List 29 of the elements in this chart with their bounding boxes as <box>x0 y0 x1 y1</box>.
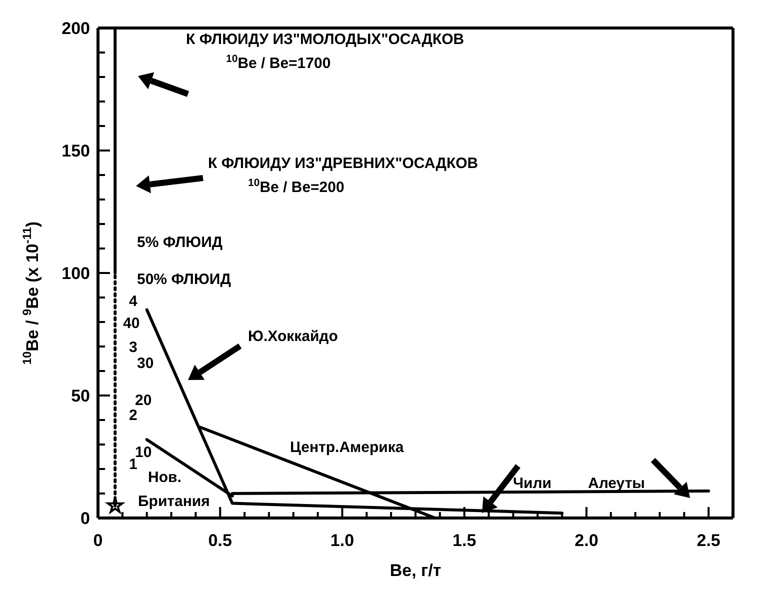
annotation: 40 <box>123 315 140 332</box>
y-tick-label: 50 <box>71 386 90 406</box>
y-tick-label: 150 <box>62 142 90 160</box>
annotation: 1 <box>129 456 138 473</box>
annotation: Ю.Хоккайдо <box>248 328 338 345</box>
x-axis-title: Be, г/т <box>390 561 442 580</box>
annotation: 5% ФЛЮИД <box>137 234 223 251</box>
annotation: 50% ФЛЮИД <box>137 271 232 288</box>
x-tick-label: 0.5 <box>208 531 232 550</box>
annotation: 3 <box>129 339 138 356</box>
annotation: 2 <box>129 407 138 424</box>
annotation: К ФЛЮИДУ ИЗ"МОЛОДЫХ"ОСАДКОВ $^{10}$Be / Be=1700 <box>186 31 464 72</box>
y-tick-label: 200 <box>62 19 90 38</box>
annotation: 10 <box>135 444 152 461</box>
x-tick-label: 1.0 <box>330 531 354 550</box>
annotation: Алеуты <box>588 475 645 492</box>
y-tick-label: 100 <box>62 264 90 283</box>
annotation: Чили <box>513 475 552 492</box>
annotation: 30 <box>137 355 154 372</box>
annotation: Центр.Америка <box>290 439 404 456</box>
annotation: 4 <box>129 293 138 310</box>
x-tick-label: 2.0 <box>574 531 598 550</box>
x-tick-label: 2.5 <box>696 531 720 550</box>
annotation: К ФЛЮИДУ ИЗ"ДРЕВНИХ"ОСАДКОВ $^{10}$Be / Be=200 <box>208 155 478 196</box>
x-tick-label: 1.5 <box>452 531 476 550</box>
y-tick-label: 0 <box>80 509 90 528</box>
annotation: Нов. Британия <box>138 469 210 510</box>
x-tick-label: 0 <box>93 531 103 550</box>
annotation: 20 <box>135 392 152 409</box>
